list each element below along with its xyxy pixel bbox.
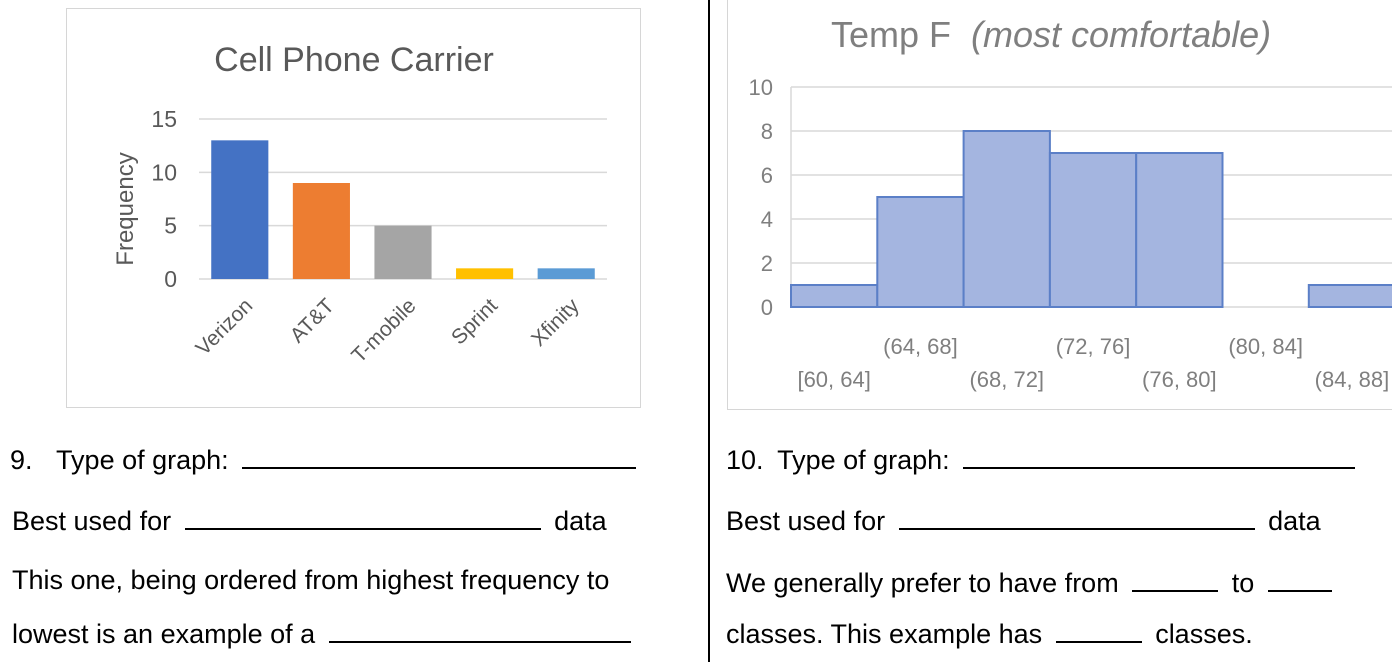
carrier-ytick-label: 15 xyxy=(151,106,177,132)
carrier-xtick-label: Sprint xyxy=(447,294,502,349)
q10-best-blank[interactable] xyxy=(898,502,1255,530)
q10-type-line: 10. Type of graph: xyxy=(726,441,1356,476)
carrier-chart-frame: Cell Phone Carrier Frequency 0 5 10 15 Veri… xyxy=(66,8,641,408)
temp-histogram: Temp F (most comfortable) 0 2 4 6 8 10 [60, 6… xyxy=(749,14,1392,392)
q10-classes-end: classes. xyxy=(1155,619,1253,649)
q9-ordered-line1: This one, being ordered from highest fre… xyxy=(12,565,610,595)
carrier-ytick-label: 0 xyxy=(164,266,177,292)
q9-type-blank[interactable] xyxy=(242,441,637,469)
temp-ytick-label: 10 xyxy=(749,75,773,100)
temp-ytick-label: 8 xyxy=(761,119,773,144)
carrier-bar xyxy=(374,225,432,279)
q9-number: 9. xyxy=(10,445,33,475)
carrier-chart-title: Cell Phone Carrier xyxy=(214,41,494,79)
carrier-bar xyxy=(211,140,269,279)
temp-ytick-label: 4 xyxy=(761,207,773,232)
q9-best-line: Best used for data xyxy=(12,502,607,537)
temp-bar xyxy=(1048,152,1138,308)
q9-ordered-label: lowest is an example of a xyxy=(12,619,316,649)
temp-xtick-label: (72, 76] xyxy=(1056,334,1131,359)
carrier-bar xyxy=(292,183,350,279)
temp-bar xyxy=(1307,284,1392,308)
temp-xtick-label: (68, 72] xyxy=(969,367,1044,392)
carrier-ytick-label: 5 xyxy=(164,213,177,239)
q10-data-word: data xyxy=(1268,506,1321,536)
carrier-xtick-label: Verizon xyxy=(192,294,258,360)
temp-bar xyxy=(1135,152,1224,308)
q9-ordered-line2: lowest is an example of a xyxy=(12,615,631,650)
carrier-bar-chart: Cell Phone Carrier Frequency 0 5 10 15 Veri… xyxy=(112,41,607,367)
q9-data-word: data xyxy=(554,506,607,536)
q10-number: 10. xyxy=(726,445,764,475)
temp-bar xyxy=(962,130,1051,308)
temp-bar xyxy=(790,284,879,308)
temp-chart-title-main: Temp F xyxy=(831,14,951,55)
q10-from-blank[interactable] xyxy=(1132,564,1219,592)
temp-xtick-label: (84, 88] xyxy=(1315,367,1390,392)
q10-classes-line: classes. This example has classes. xyxy=(726,615,1253,650)
temp-chart-title: Temp F (most comfortable) xyxy=(831,14,1271,55)
temp-ytick-label: 6 xyxy=(761,163,773,188)
q9-ordered-blank[interactable] xyxy=(328,615,631,643)
q10-classes-blank[interactable] xyxy=(1055,615,1142,643)
q10-type-blank[interactable] xyxy=(963,441,1356,469)
temp-ytick-label: 2 xyxy=(761,251,773,276)
q10-type-label: Type of graph: xyxy=(777,445,950,475)
q9-best-label: Best used for xyxy=(12,506,172,536)
carrier-xtick-label: Xfinity xyxy=(527,294,584,351)
temp-xtick-label: (64, 68] xyxy=(883,334,958,359)
q9-best-blank[interactable] xyxy=(184,502,541,530)
temp-chart-frame: Temp F (most comfortable) 0 2 4 6 8 10 [60, 6… xyxy=(727,0,1392,410)
q10-prefer-from: We generally prefer to have from xyxy=(726,568,1119,598)
temp-ytick-label: 0 xyxy=(761,295,773,320)
q9-type-line: 9. Type of graph: xyxy=(10,441,637,476)
temp-chart-title-italic: (most comfortable) xyxy=(971,14,1271,55)
q10-to-blank[interactable] xyxy=(1267,564,1332,592)
carrier-xtick-label: AT&T xyxy=(286,294,339,347)
q10-prefer-to: to xyxy=(1231,568,1255,598)
carrier-chart-ylabel: Frequency xyxy=(112,152,139,265)
temp-xtick-label: [60, 64] xyxy=(797,367,870,392)
temp-xtick-label: (80, 84] xyxy=(1228,334,1303,359)
column-divider xyxy=(708,0,710,662)
q9-type-label: Type of graph: xyxy=(56,445,229,475)
q10-best-line: Best used for data xyxy=(726,502,1321,537)
q10-classes-has: classes. This example has xyxy=(726,619,1043,649)
carrier-ytick-label: 10 xyxy=(151,159,177,185)
q10-prefer-line: We generally prefer to have from to xyxy=(726,564,1332,599)
carrier-bar xyxy=(456,268,514,279)
carrier-bar xyxy=(537,268,595,279)
q10-best-label: Best used for xyxy=(726,506,886,536)
temp-xtick-label: (76, 80] xyxy=(1142,367,1217,392)
carrier-xtick-label: T-mobile xyxy=(347,294,420,367)
temp-bar xyxy=(876,196,965,308)
